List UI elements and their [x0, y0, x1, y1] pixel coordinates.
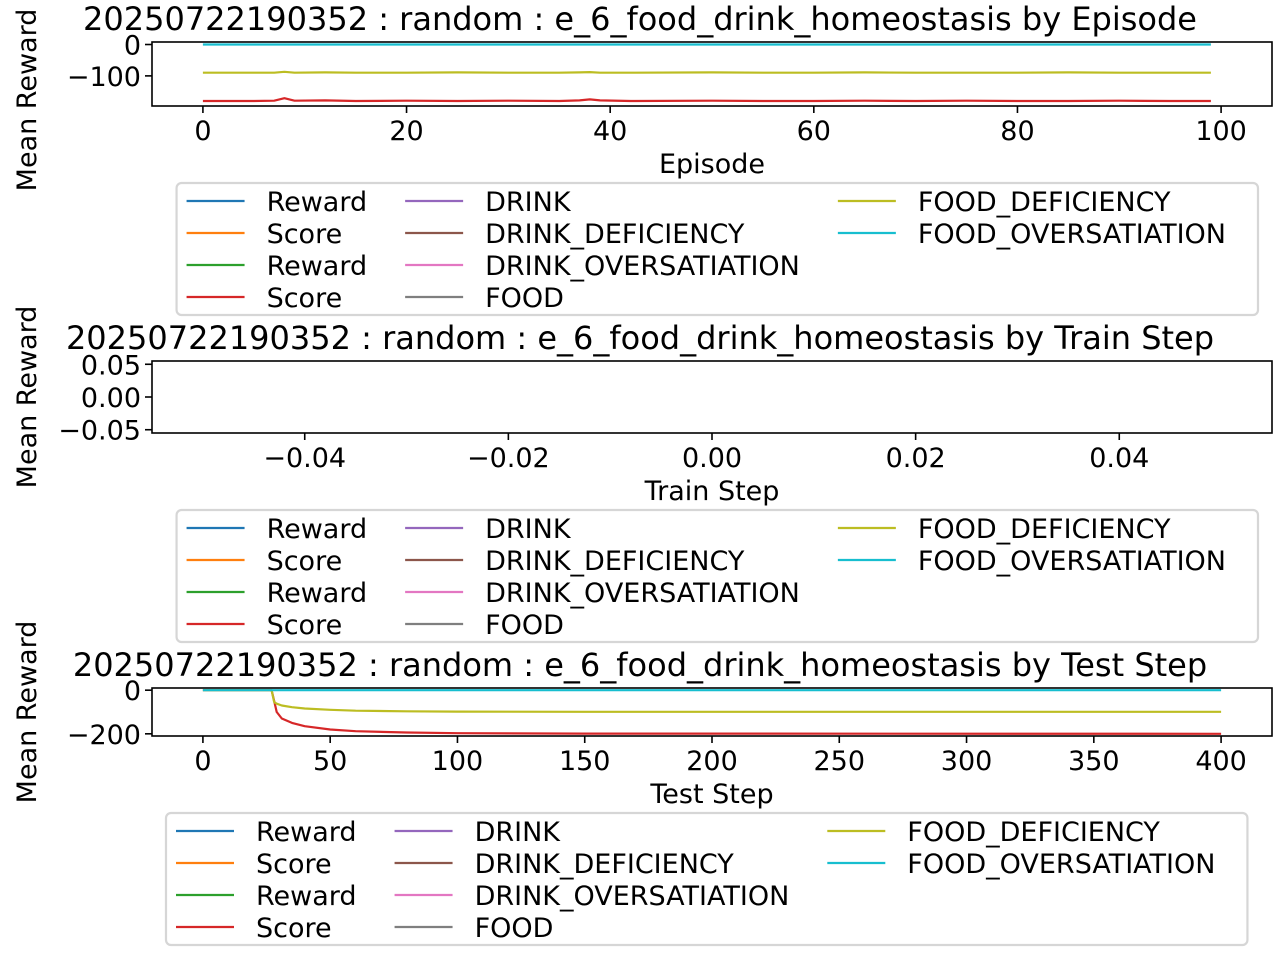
- legend: RewardScoreRewardScoreDRINKDRINK_DEFICIE…: [175, 181, 1260, 317]
- x-tick-label: 300: [941, 746, 993, 777]
- legend-label: Score: [256, 849, 332, 880]
- legend-label: FOOD: [485, 283, 564, 314]
- series-group: [202, 43, 1211, 103]
- legend-box: [175, 181, 1260, 317]
- x-tick-label: 20: [389, 116, 423, 147]
- axes-background: [152, 361, 1272, 433]
- legend-label: FOOD_OVERSATIATION: [907, 849, 1215, 880]
- chart-title: 20250722190352 : random : e_6_food_drink…: [73, 646, 1207, 684]
- legend-label: Score: [267, 219, 343, 250]
- series-line-food-deficiency: [202, 70, 1211, 74]
- y-axis-label: Mean Reward: [12, 621, 43, 804]
- y-tick-label: −100: [67, 62, 141, 93]
- legend-label: DRINK_DEFICIENCY: [485, 546, 745, 577]
- train-step-subplot: −0.04 −0.02 0.00 0.02 0.040.050.00−0.0520250…: [12, 306, 1273, 644]
- x-tick-label: 400: [1195, 746, 1247, 777]
- x-tick-label: 200: [686, 746, 738, 777]
- series-group: [202, 689, 1222, 735]
- legend-label: Score: [267, 610, 343, 641]
- x-axis-label: Test Step: [649, 779, 773, 810]
- x-tick-label: 50: [313, 746, 347, 777]
- legend-label: DRINK_OVERSATIATION: [485, 251, 800, 282]
- legend-box: [175, 508, 1260, 644]
- x-tick-label: 60: [797, 116, 831, 147]
- legend-label: FOOD_DEFICIENCY: [918, 187, 1171, 218]
- x-axis-label: Episode: [659, 149, 765, 180]
- x-tick-label: 150: [559, 746, 611, 777]
- x-tick-label: 0: [194, 746, 211, 777]
- legend-label: Reward: [267, 578, 368, 609]
- legend-box: [164, 811, 1249, 947]
- legend: RewardScoreRewardScoreDRINKDRINK_DEFICIE…: [164, 811, 1249, 947]
- y-tick-label: 0.00: [81, 383, 141, 414]
- legend-label: Reward: [267, 251, 368, 282]
- x-tick-label: 100: [432, 746, 484, 777]
- legend-label: DRINK_OVERSATIATION: [485, 578, 800, 609]
- legend-label: Reward: [256, 881, 357, 912]
- legend-label: Score: [267, 283, 343, 314]
- legend-label: DRINK: [485, 514, 572, 545]
- legend-label: DRINK: [485, 187, 572, 218]
- x-tick-label: 0.04: [1089, 443, 1149, 474]
- y-tick-label: 0.05: [81, 350, 141, 381]
- legend-label: Reward: [267, 187, 368, 218]
- x-tick-label: −0.02: [467, 443, 550, 474]
- chart-title: 20250722190352 : random : e_6_food_drink…: [83, 0, 1197, 38]
- series-line-food-deficiency: [202, 689, 1222, 713]
- chart-title: 20250722190352 : random : e_6_food_drink…: [66, 319, 1214, 357]
- y-axis-label: Mean Reward: [12, 9, 43, 192]
- x-tick-label: 80: [1000, 116, 1034, 147]
- x-tick-label: 350: [1068, 746, 1120, 777]
- x-tick-label: 100: [1195, 116, 1247, 147]
- x-axis-label: Train Step: [644, 476, 780, 507]
- legend: RewardScoreRewardScoreDRINKDRINK_DEFICIE…: [175, 508, 1260, 644]
- x-tick-label: 0.00: [682, 443, 742, 474]
- y-tick-label: 0: [124, 676, 141, 707]
- legend-label: Score: [267, 546, 343, 577]
- axes-background: [152, 42, 1272, 106]
- legend-label: Reward: [256, 817, 357, 848]
- legend-label: DRINK_OVERSATIATION: [475, 881, 790, 912]
- legend-label: FOOD: [475, 913, 554, 944]
- x-tick-label: 0: [194, 116, 211, 147]
- legend-label: Score: [256, 913, 332, 944]
- legend-label: FOOD_DEFICIENCY: [907, 817, 1160, 848]
- test-step-subplot: 0 50 100 150 200 250 300 350 400 0 −200 20250722190…: [12, 621, 1273, 947]
- x-tick-label: 250: [813, 746, 865, 777]
- axes-frame: [151, 41, 1273, 107]
- legend-label: DRINK_DEFICIENCY: [485, 219, 745, 250]
- y-tick-label: −0.05: [58, 416, 141, 447]
- legend-label: FOOD_OVERSATIATION: [918, 546, 1226, 577]
- x-tick-label: 0.02: [886, 443, 946, 474]
- series-line-score: [202, 97, 1211, 103]
- x-tick-label: −0.04: [263, 443, 346, 474]
- legend-label: FOOD_OVERSATIATION: [918, 219, 1226, 250]
- y-tick-label: 0: [124, 31, 141, 62]
- y-axis-label: Mean Reward: [12, 306, 43, 489]
- x-tick-label: 40: [593, 116, 627, 147]
- legend-label: Reward: [267, 514, 368, 545]
- legend-label: FOOD: [485, 610, 564, 641]
- legend-label: DRINK_DEFICIENCY: [475, 849, 735, 880]
- legend-label: DRINK: [475, 817, 562, 848]
- legend-label: FOOD_DEFICIENCY: [918, 514, 1171, 545]
- y-tick-label: −200: [67, 720, 141, 751]
